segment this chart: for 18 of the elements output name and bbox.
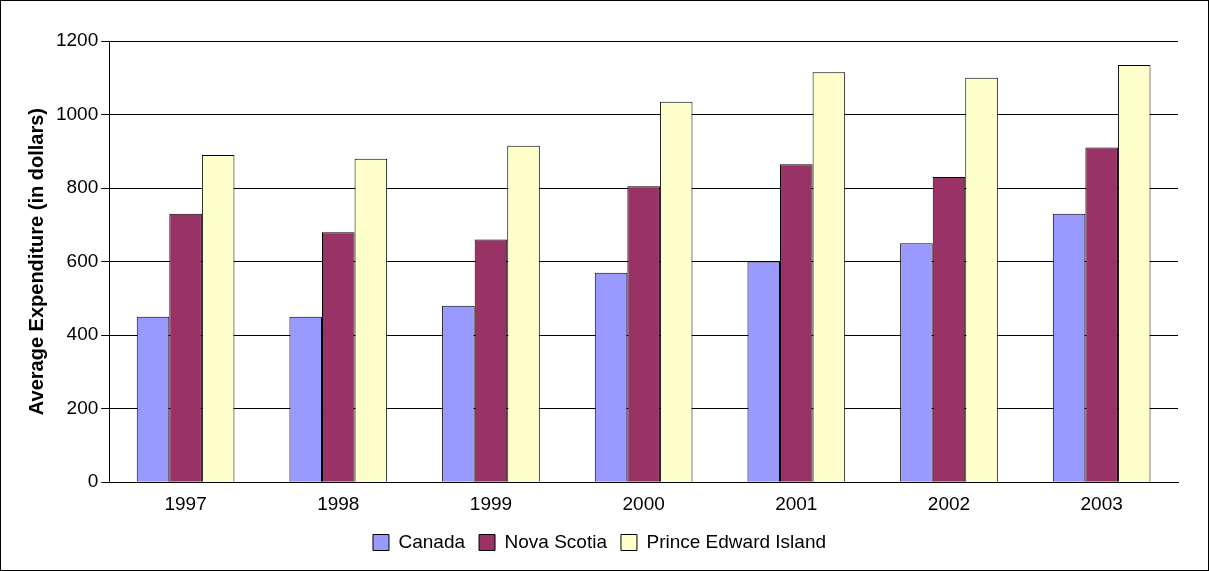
y-tick-label: 400	[66, 323, 99, 345]
x-tick-label: 2000	[622, 492, 665, 514]
x-tick-label: 1998	[317, 492, 360, 514]
legend-label: Prince Edward Island	[646, 530, 827, 552]
y-tick-label: 200	[66, 396, 99, 418]
legend-label: Canada	[398, 530, 466, 552]
x-tick-label: 1999	[469, 492, 513, 514]
y-tick-label: 800	[66, 176, 99, 198]
x-tick-label: 2002	[927, 492, 971, 514]
legend-label: Nova Scotia	[504, 530, 608, 552]
y-tick-label: 0	[87, 470, 99, 492]
y-tick-label: 1000	[55, 102, 99, 124]
y-tick-label: 600	[66, 249, 99, 271]
y-tick-label: 1200	[55, 29, 99, 51]
x-tick-label: 2001	[775, 492, 818, 514]
y-axis-title: Average Expenditure (in dollars)	[24, 108, 47, 416]
x-tick-label: 2003	[1080, 492, 1123, 514]
x-tick-label: 1997	[164, 492, 207, 514]
